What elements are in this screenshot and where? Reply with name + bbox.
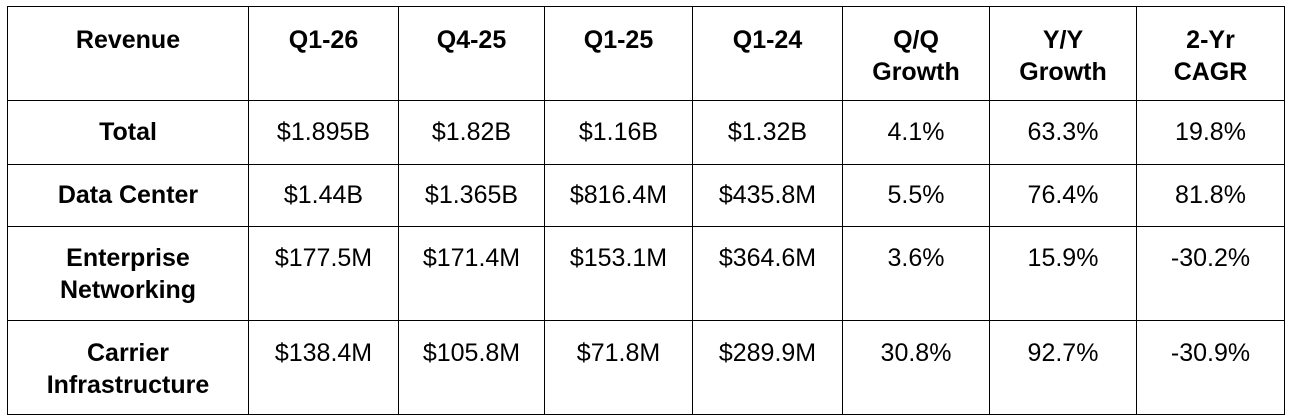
table-row-total: Total $1.895B $1.82B $1.16B $1.32B 4.1% …	[7, 100, 1285, 165]
table-cell: -30.9%	[1136, 320, 1285, 415]
header-q1-26: Q1-26	[248, 6, 399, 101]
table-cell: $816.4M	[544, 164, 693, 227]
table-cell: $105.8M	[398, 320, 545, 415]
row-label: Carrier Infrastructure	[7, 320, 249, 415]
table-cell: 4.1%	[842, 100, 990, 165]
table-cell: -30.2%	[1136, 226, 1285, 321]
row-label: Enterprise Networking	[7, 226, 249, 321]
table-cell: $153.1M	[544, 226, 693, 321]
header-row: Revenue Q1-26 Q4-25 Q1-25 Q1-24 Q/Q Growt…	[7, 6, 1285, 101]
table-cell: 19.8%	[1136, 100, 1285, 165]
table-cell: $364.6M	[692, 226, 843, 321]
table-cell: 63.3%	[989, 100, 1137, 165]
row-label: Total	[7, 100, 249, 165]
table-cell: 5.5%	[842, 164, 990, 227]
table-cell: 15.9%	[989, 226, 1137, 321]
table-cell: $1.365B	[398, 164, 545, 227]
table-cell: $171.4M	[398, 226, 545, 321]
header-q1-24: Q1-24	[692, 6, 843, 101]
header-revenue: Revenue	[7, 6, 249, 101]
table-cell: 92.7%	[989, 320, 1137, 415]
table-cell: $71.8M	[544, 320, 693, 415]
table-cell: $1.895B	[248, 100, 399, 165]
header-qq-growth: Q/Q Growth	[842, 6, 990, 101]
table-cell: $177.5M	[248, 226, 399, 321]
table-cell: $1.16B	[544, 100, 693, 165]
table-row-carrier-infrastructure: Carrier Infrastructure $138.4M $105.8M $7…	[7, 320, 1285, 415]
table-cell: 3.6%	[842, 226, 990, 321]
row-label: Data Center	[7, 164, 249, 227]
table-cell: 30.8%	[842, 320, 990, 415]
header-2yr-cagr: 2-Yr CAGR	[1136, 6, 1285, 101]
header-q4-25: Q4-25	[398, 6, 545, 101]
table-row-data-center: Data Center $1.44B $1.365B $816.4M $435.…	[7, 164, 1285, 227]
table-cell: $289.9M	[692, 320, 843, 415]
table-cell: $138.4M	[248, 320, 399, 415]
revenue-table: Revenue Q1-26 Q4-25 Q1-25 Q1-24 Q/Q Growt…	[7, 6, 1285, 415]
table-cell: 76.4%	[989, 164, 1137, 227]
header-q1-25: Q1-25	[544, 6, 693, 101]
table-cell: 81.8%	[1136, 164, 1285, 227]
table-cell: $1.32B	[692, 100, 843, 165]
table-cell: $1.82B	[398, 100, 545, 165]
header-yy-growth: Y/Y Growth	[989, 6, 1137, 101]
table-row-enterprise-networking: Enterprise Networking $177.5M $171.4M $15…	[7, 226, 1285, 321]
table-cell: $435.8M	[692, 164, 843, 227]
table-cell: $1.44B	[248, 164, 399, 227]
